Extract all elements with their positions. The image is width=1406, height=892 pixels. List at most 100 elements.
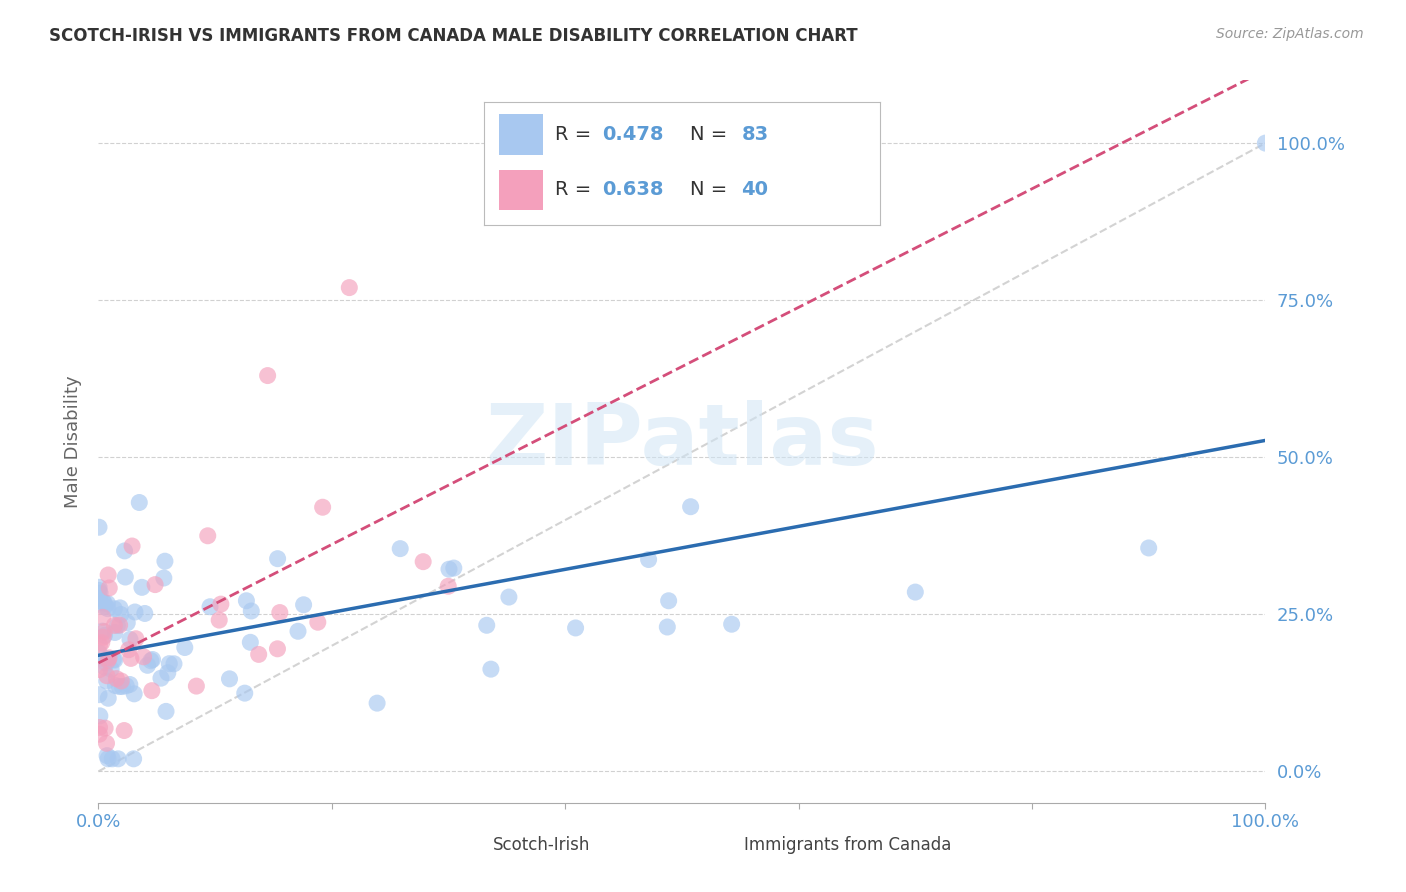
Point bbox=[131, 580, 153, 594]
Point bbox=[108, 618, 131, 632]
Point bbox=[87, 688, 110, 702]
Point bbox=[125, 632, 148, 646]
Point bbox=[132, 649, 155, 664]
Point bbox=[89, 727, 111, 741]
Point bbox=[208, 613, 231, 627]
Point bbox=[87, 583, 110, 598]
Y-axis label: Male Disability: Male Disability bbox=[63, 376, 82, 508]
Point bbox=[100, 662, 122, 676]
Point bbox=[157, 657, 180, 671]
Point bbox=[98, 650, 121, 665]
Point bbox=[437, 579, 460, 593]
Point bbox=[657, 620, 679, 634]
Point bbox=[118, 642, 141, 657]
Point bbox=[104, 625, 127, 640]
Point bbox=[103, 653, 125, 667]
Point bbox=[96, 652, 118, 666]
Point bbox=[209, 597, 232, 611]
Point bbox=[479, 662, 502, 676]
Point bbox=[124, 605, 146, 619]
Point bbox=[96, 736, 118, 750]
Point bbox=[93, 628, 115, 642]
Point bbox=[218, 672, 240, 686]
Text: Source: ZipAtlas.com: Source: ZipAtlas.com bbox=[1216, 27, 1364, 41]
Point bbox=[97, 568, 120, 582]
Point bbox=[118, 632, 141, 647]
Point bbox=[104, 653, 127, 667]
Point bbox=[91, 610, 114, 624]
Point bbox=[389, 541, 412, 556]
Point bbox=[115, 679, 138, 693]
Point bbox=[93, 660, 115, 674]
Point bbox=[311, 500, 333, 515]
Point bbox=[93, 624, 115, 639]
Point bbox=[904, 585, 927, 599]
Point bbox=[91, 630, 114, 644]
Point bbox=[163, 657, 186, 671]
Point bbox=[93, 596, 115, 610]
Point bbox=[637, 552, 659, 566]
Point bbox=[173, 640, 195, 655]
Point bbox=[110, 673, 132, 688]
Point bbox=[121, 539, 143, 553]
Point bbox=[118, 677, 141, 691]
Point bbox=[104, 679, 127, 693]
Point bbox=[337, 280, 360, 294]
Point bbox=[101, 752, 124, 766]
Point bbox=[366, 696, 388, 710]
Point bbox=[266, 641, 288, 656]
Point bbox=[108, 680, 131, 694]
Point bbox=[437, 562, 460, 576]
Point bbox=[498, 590, 520, 604]
Point bbox=[412, 555, 434, 569]
Point bbox=[89, 709, 111, 723]
Point bbox=[149, 671, 172, 685]
Point bbox=[564, 621, 586, 635]
Point bbox=[292, 598, 315, 612]
Point bbox=[658, 594, 681, 608]
Point bbox=[89, 586, 111, 600]
Text: Immigrants from Canada: Immigrants from Canada bbox=[744, 836, 950, 854]
Point bbox=[96, 669, 118, 683]
Point bbox=[122, 687, 145, 701]
Point bbox=[475, 618, 498, 632]
Point bbox=[107, 752, 129, 766]
Point bbox=[112, 723, 135, 738]
Point bbox=[87, 580, 110, 594]
Point bbox=[240, 604, 263, 618]
Point bbox=[108, 600, 131, 615]
Point bbox=[105, 618, 128, 632]
Point bbox=[89, 721, 111, 735]
Point bbox=[679, 500, 702, 514]
Point bbox=[90, 635, 112, 649]
Point bbox=[98, 581, 121, 595]
Point bbox=[91, 624, 114, 639]
Point bbox=[141, 652, 163, 666]
Point bbox=[443, 561, 465, 575]
Point bbox=[96, 673, 118, 688]
Point bbox=[720, 617, 742, 632]
Point bbox=[97, 691, 120, 706]
Point bbox=[89, 663, 111, 677]
Point bbox=[197, 529, 219, 543]
Point bbox=[153, 571, 176, 585]
Point bbox=[97, 653, 120, 667]
Text: Scotch-Irish: Scotch-Irish bbox=[494, 836, 591, 854]
Point bbox=[122, 752, 145, 766]
Point bbox=[89, 591, 111, 606]
Point bbox=[239, 635, 262, 649]
Point bbox=[89, 638, 111, 652]
Point bbox=[143, 577, 166, 591]
Point bbox=[120, 651, 142, 665]
Point bbox=[233, 686, 256, 700]
Point bbox=[117, 615, 139, 630]
Point bbox=[97, 601, 120, 615]
Point bbox=[136, 658, 159, 673]
Point bbox=[97, 752, 120, 766]
Point bbox=[287, 624, 309, 639]
Point bbox=[134, 607, 156, 621]
Point bbox=[307, 615, 329, 630]
Point bbox=[96, 748, 118, 763]
Point bbox=[103, 602, 125, 616]
Point bbox=[1254, 136, 1277, 150]
